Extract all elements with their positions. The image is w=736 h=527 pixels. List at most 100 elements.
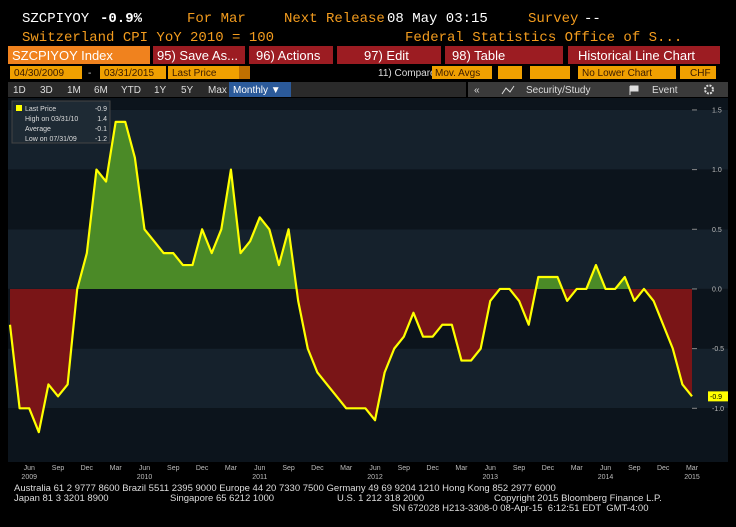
period-tab[interactable]: 1Y xyxy=(154,85,167,96)
x-tick-label: Mar xyxy=(571,465,584,472)
x-tick-label: Dec xyxy=(657,465,670,472)
period-tabs: 1D 3D 1M 6M YTD 1Y 5Y Max xyxy=(13,85,227,96)
x-tick-label: Sep xyxy=(52,465,65,472)
security-study[interactable]: Security/Study xyxy=(526,85,590,96)
input-box[interactable] xyxy=(498,66,522,79)
button-label[interactable]: 95) Save As... xyxy=(157,48,238,63)
x-year-label: 2012 xyxy=(367,474,383,481)
currency[interactable]: CHF xyxy=(690,68,711,79)
security[interactable]: SZCPIYOY Index xyxy=(12,48,113,63)
button[interactable] xyxy=(337,46,441,64)
x-tick-label: Dec xyxy=(196,465,209,472)
period-tab[interactable]: Max xyxy=(208,85,227,96)
survey: -- xyxy=(584,11,601,27)
x-tick-label: Sep xyxy=(282,465,295,472)
x-tick-label: Jun xyxy=(254,465,265,472)
study-icon[interactable] xyxy=(501,85,515,95)
period-tab[interactable]: 5Y xyxy=(181,85,194,96)
x-tick-label: Dec xyxy=(426,465,439,472)
x-year-label: 2014 xyxy=(598,474,614,481)
button[interactable] xyxy=(445,46,563,64)
x-tick-label: Jun xyxy=(139,465,150,472)
period-tab[interactable]: 3D xyxy=(40,85,53,96)
button[interactable] xyxy=(249,46,333,64)
source: Federal Statistics Office of S... xyxy=(405,30,682,46)
footer-line: Japan 81 3 3201 8900 xyxy=(14,493,109,504)
legend-value: 1.4 xyxy=(97,116,107,123)
y-tick-label: 0.0 xyxy=(712,286,722,293)
legend-box xyxy=(11,100,111,144)
input-box[interactable] xyxy=(530,66,570,79)
x-tick-label: Mar xyxy=(686,465,699,472)
period: For Mar xyxy=(187,11,246,27)
legend-label: Average xyxy=(25,126,51,133)
button-label[interactable]: 96) Actions xyxy=(256,48,321,63)
x-tick-label: Dec xyxy=(542,465,555,472)
currency-box[interactable] xyxy=(680,66,716,79)
dropdown-arrow[interactable] xyxy=(239,66,250,79)
x-year-label: 2010 xyxy=(137,474,153,481)
period-tab[interactable]: 1M xyxy=(67,85,81,96)
period-tab[interactable]: YTD xyxy=(121,85,141,96)
collapse[interactable]: « xyxy=(474,85,480,96)
y-tick-label: 1.5 xyxy=(712,107,722,114)
footer-line: SN 672028 H213-3308-0 08-Apr-15 6:12:51 … xyxy=(392,503,648,514)
button-label[interactable]: 97) Edit xyxy=(364,48,409,63)
description: Switzerland CPI YoY 2010 = 100 xyxy=(22,30,274,46)
button-label[interactable]: 98) Table xyxy=(452,48,505,63)
end-date-box[interactable] xyxy=(100,66,166,79)
x-tick-label: Mar xyxy=(340,465,353,472)
x-year-label: 2011 xyxy=(252,474,267,481)
period-tab[interactable]: 6M xyxy=(94,85,108,96)
start-date[interactable]: 04/30/2009 xyxy=(14,68,64,79)
legend-value: -1.2 xyxy=(95,136,107,143)
last-value-label: -0.9 xyxy=(710,394,722,401)
frequency[interactable]: Monthly ▼ xyxy=(233,85,281,96)
x-tick-label: Jun xyxy=(600,465,611,472)
x-tick-label: Sep xyxy=(398,465,411,472)
event-icon[interactable] xyxy=(629,85,639,95)
study-bar xyxy=(468,82,728,97)
footer-line: Singapore 65 6212 1000 xyxy=(170,493,274,504)
area-negative xyxy=(10,288,692,433)
x-year-label: 2013 xyxy=(482,474,498,481)
legend-label: Low on 07/31/09 xyxy=(25,136,77,143)
view-box[interactable] xyxy=(568,46,720,64)
lower-chart[interactable]: No Lower Chart xyxy=(582,68,652,79)
frequency-box[interactable] xyxy=(229,82,291,97)
field-box[interactable] xyxy=(168,66,250,79)
period-tab[interactable]: 1D xyxy=(13,85,26,96)
y-tick-label: -1.0 xyxy=(712,406,724,413)
compare[interactable]: 11) Compare xyxy=(378,68,436,79)
x-tick-label: Sep xyxy=(167,465,180,472)
start-date-box[interactable] xyxy=(10,66,82,79)
legend-value: -0.9 xyxy=(95,106,107,113)
end-date[interactable]: 03/31/2015 xyxy=(104,68,154,79)
area-positive xyxy=(77,121,630,289)
date-separator: - xyxy=(88,68,91,79)
lower-chart-box[interactable] xyxy=(578,66,676,79)
y-tick-label: 1.0 xyxy=(712,167,722,174)
footer-line: Australia 61 2 9777 8600 Brazil 5511 239… xyxy=(14,483,556,494)
event[interactable]: Event xyxy=(652,85,678,96)
chart: 1.5 1.0 0.5 0.0 -0.5 -1.0 Jun 2009 Sep Dec Mar Jun 2… xyxy=(8,98,728,481)
mov-avgs-box[interactable] xyxy=(432,66,492,79)
legend-swatch xyxy=(16,105,22,111)
mov-avgs[interactable]: Mov. Avgs xyxy=(435,68,480,79)
security-box[interactable] xyxy=(8,46,150,64)
y-tick-label: 0.5 xyxy=(712,227,722,234)
legend-label: Last Price xyxy=(25,106,56,113)
x-tick-label: Mar xyxy=(225,465,238,472)
next-release: 08 May 03:15 xyxy=(387,11,488,27)
legend-value: -0.1 xyxy=(95,126,107,133)
x-tick-label: Mar xyxy=(110,465,123,472)
x-tick-label: Mar xyxy=(455,465,468,472)
field[interactable]: Last Price xyxy=(172,68,217,79)
plot-band xyxy=(8,408,728,462)
x-tick-label: Dec xyxy=(81,465,94,472)
view[interactable]: Historical Line Chart xyxy=(578,48,695,63)
last-value-box xyxy=(708,391,728,402)
settings-icon[interactable] xyxy=(704,84,714,95)
button[interactable] xyxy=(153,46,245,64)
footer-line: Copyright 2015 Bloomberg Finance L.P. xyxy=(494,493,662,504)
